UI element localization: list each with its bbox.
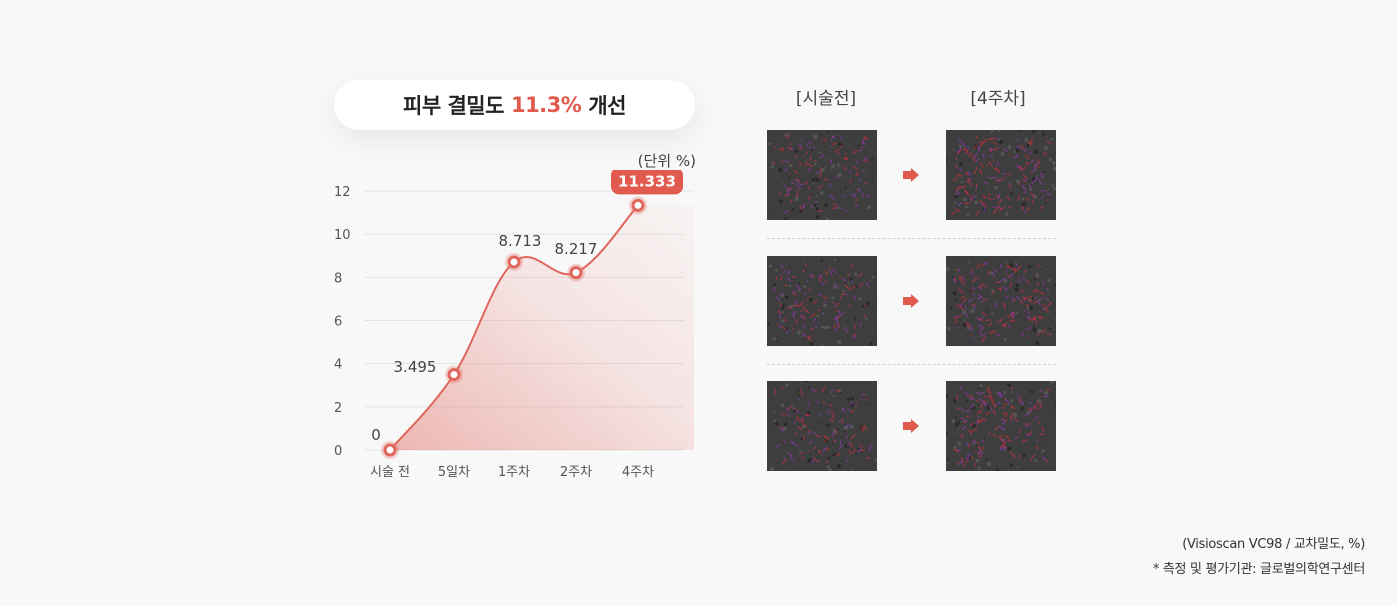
data-label: 0 (371, 426, 381, 444)
x-tick-label: 5일차 (438, 465, 470, 480)
arrow-right-icon (903, 168, 919, 182)
area-fill (390, 205, 694, 450)
row-divider (767, 238, 1056, 239)
chart-title-pill: 피부 결밀도 11.3% 개선 (334, 80, 695, 130)
before-skin-image (767, 130, 877, 220)
x-tick-label: 4주차 (622, 465, 654, 480)
data-point (507, 255, 521, 269)
before-skin-image (767, 381, 877, 471)
after-skin-image (946, 130, 1056, 220)
y-tick-label: 6 (334, 315, 342, 330)
x-tick-label: 1주차 (498, 465, 530, 480)
x-tick-label: 시술 전 (370, 465, 410, 480)
y-tick-label: 12 (334, 185, 351, 200)
y-tick-label: 10 (334, 228, 351, 243)
arrow-right-icon (903, 419, 919, 433)
source-note: (Visioscan VC98 / 교차밀도, %) (1182, 537, 1365, 552)
data-label: 3.495 (394, 358, 437, 376)
data-point (447, 368, 461, 382)
after-label: [4주차] (970, 89, 1026, 109)
data-point (631, 198, 645, 212)
institution-note: * 측정 및 평가기관: 글로벌의학연구센터 (1152, 562, 1365, 577)
before-skin-image (767, 256, 877, 346)
y-tick-label: 8 (334, 271, 342, 286)
y-tick-label: 0 (334, 444, 342, 459)
x-tick-label: 2주차 (560, 465, 592, 480)
row-divider (767, 364, 1056, 365)
y-tick-label: 2 (334, 401, 342, 416)
before-label: [시술전] (795, 89, 857, 109)
data-label: 11.333 (618, 172, 676, 190)
arrow-right-icon (903, 294, 919, 308)
title-highlight: 11.3% (510, 93, 582, 117)
after-skin-image (946, 256, 1056, 346)
y-tick-label: 4 (334, 358, 342, 373)
data-point (569, 266, 583, 280)
data-label: 8.217 (555, 240, 598, 258)
line-chart: 0 2 4 6 8 10 12 0 3.495 8.713 8.217 11.333 시술 전 5일차 1… (334, 170, 694, 480)
title-post: 개선 (588, 94, 626, 118)
data-point (383, 443, 397, 457)
title-pre: 피부 결밀도 (403, 94, 504, 118)
unit-label: (단위 %) (637, 152, 696, 170)
after-skin-image (946, 381, 1056, 471)
highlight-value-badge: 11.333 (611, 170, 683, 195)
data-label: 8.713 (499, 232, 542, 250)
